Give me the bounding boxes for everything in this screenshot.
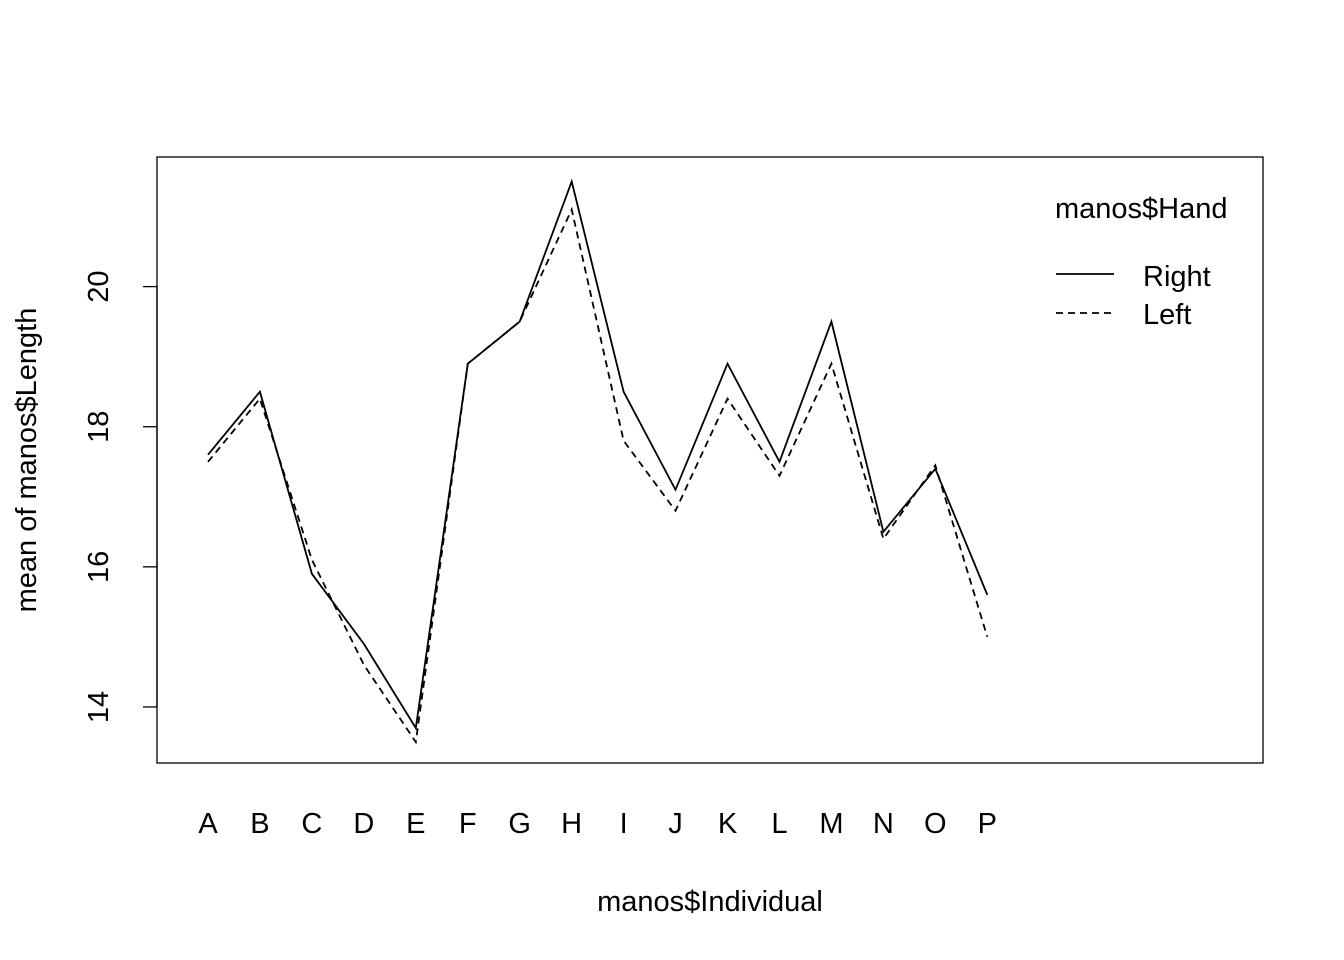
x-tick-label: D: [353, 808, 374, 840]
legend-title: manos$Hand: [1055, 193, 1228, 225]
y-tick-label: 20: [83, 270, 115, 302]
x-tick-label: C: [301, 808, 322, 840]
legend-label-left: Left: [1143, 299, 1191, 331]
x-tick-label: P: [978, 808, 997, 840]
x-tick-label: J: [668, 808, 683, 840]
x-tick-label: K: [718, 808, 738, 840]
legend-label-right: Right: [1143, 261, 1211, 293]
series-layer: [207, 178, 989, 745]
x-tick-label: A: [198, 808, 218, 840]
x-tick-label: L: [771, 808, 787, 840]
y-tick-label: 18: [83, 411, 115, 443]
x-tick-label: F: [459, 808, 477, 840]
x-tick-label: I: [620, 808, 628, 840]
series-line-right: [207, 178, 989, 731]
y-axis: 14 16 18 20: [83, 270, 158, 723]
x-tick-label: N: [873, 808, 894, 840]
y-tick-label: 16: [83, 551, 115, 583]
x-axis-label: manos$Individual: [597, 886, 823, 918]
x-tick-label: B: [250, 808, 269, 840]
series-line-left: [207, 206, 989, 745]
y-tick-label: 14: [83, 691, 115, 723]
y-axis-label: mean of manos$Length: [11, 308, 43, 613]
x-tick-label: H: [561, 808, 582, 840]
legend: manos$Hand Right Left: [1055, 193, 1228, 331]
x-tick-label: O: [924, 808, 947, 840]
x-tick-label: M: [819, 808, 843, 840]
x-tick-label: E: [406, 808, 425, 840]
x-tick-label: G: [508, 808, 531, 840]
